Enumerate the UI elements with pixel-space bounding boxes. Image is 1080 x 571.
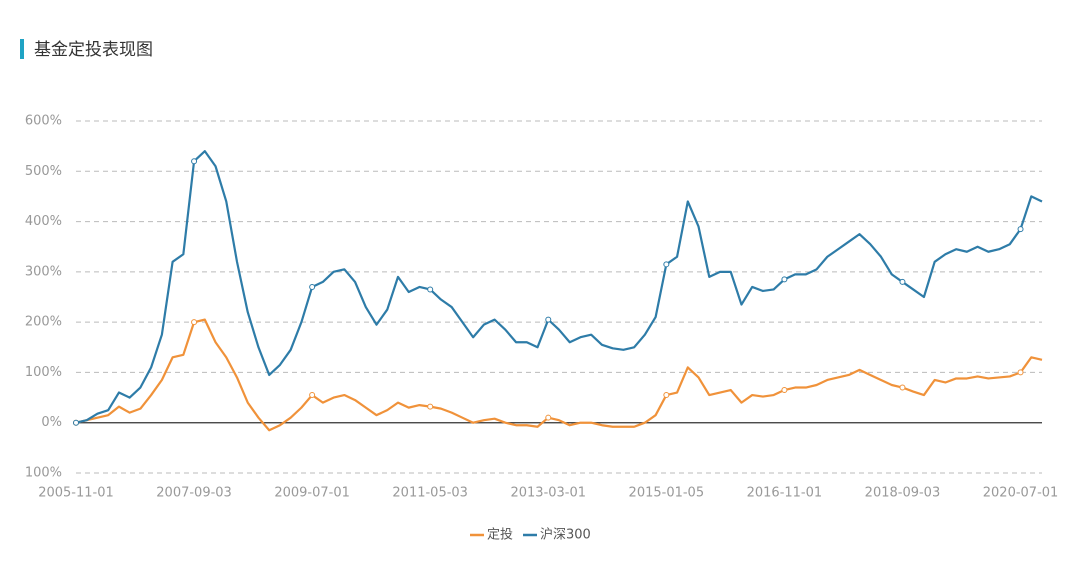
y-tick-label: 400% — [25, 214, 62, 229]
point-marker — [781, 387, 788, 394]
point-marker — [545, 414, 552, 421]
point-marker — [309, 283, 316, 290]
series-line — [75, 318, 1043, 432]
point-marker — [191, 319, 198, 326]
x-tick-label: 2015-01-05 — [629, 486, 705, 501]
x-tick-label: 2011-05-03 — [392, 486, 468, 501]
y-tick-label: 300% — [25, 264, 62, 279]
point-marker — [545, 316, 552, 323]
x-tick-label: 2007-09-03 — [156, 486, 232, 501]
y-tick-label: 500% — [25, 164, 62, 179]
x-tick-label: 2005-11-01 — [38, 486, 114, 501]
x-tick-label: 2018-09-03 — [865, 486, 941, 501]
point-marker — [899, 384, 906, 391]
point-marker — [191, 158, 198, 165]
y-tick-label: 0% — [41, 415, 62, 430]
legend-label: 沪深300 — [540, 527, 591, 543]
point-marker — [427, 403, 434, 410]
y-tick-label: 100% — [25, 365, 62, 380]
point-marker — [1017, 369, 1024, 376]
point-marker — [427, 286, 434, 293]
x-tick-label: 2013-03-01 — [510, 486, 586, 501]
legend-label: 定投 — [487, 527, 513, 543]
chart-title: 基金定投表现图 — [34, 40, 153, 60]
y-tick-label: 100% — [25, 466, 62, 481]
title-accent — [20, 39, 24, 59]
x-tick-label: 2016-11-01 — [747, 486, 823, 501]
x-tick-label: 2009-07-01 — [274, 486, 350, 501]
point-marker — [73, 419, 79, 426]
point-marker — [309, 392, 316, 399]
point-marker — [663, 392, 670, 399]
series-line — [75, 150, 1043, 424]
point-marker — [899, 278, 906, 285]
y-tick-label: 600% — [25, 114, 62, 129]
y-tick-label: 200% — [25, 315, 62, 330]
point-marker — [1017, 226, 1024, 233]
point-marker — [781, 276, 788, 283]
point-marker — [663, 261, 670, 268]
x-tick-label: 2020-07-01 — [983, 486, 1059, 501]
